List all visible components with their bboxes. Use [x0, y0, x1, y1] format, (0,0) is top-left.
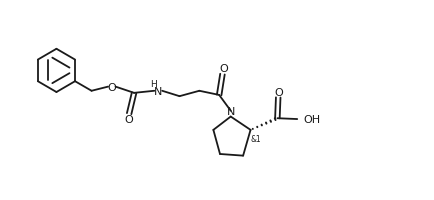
- Text: &1: &1: [250, 134, 260, 143]
- Text: O: O: [125, 115, 133, 125]
- Text: O: O: [107, 82, 115, 92]
- Text: H: H: [150, 79, 157, 88]
- Text: OH: OH: [302, 114, 319, 124]
- Text: N: N: [226, 106, 234, 116]
- Text: N: N: [154, 86, 162, 96]
- Text: O: O: [218, 64, 227, 74]
- Text: O: O: [274, 87, 283, 97]
